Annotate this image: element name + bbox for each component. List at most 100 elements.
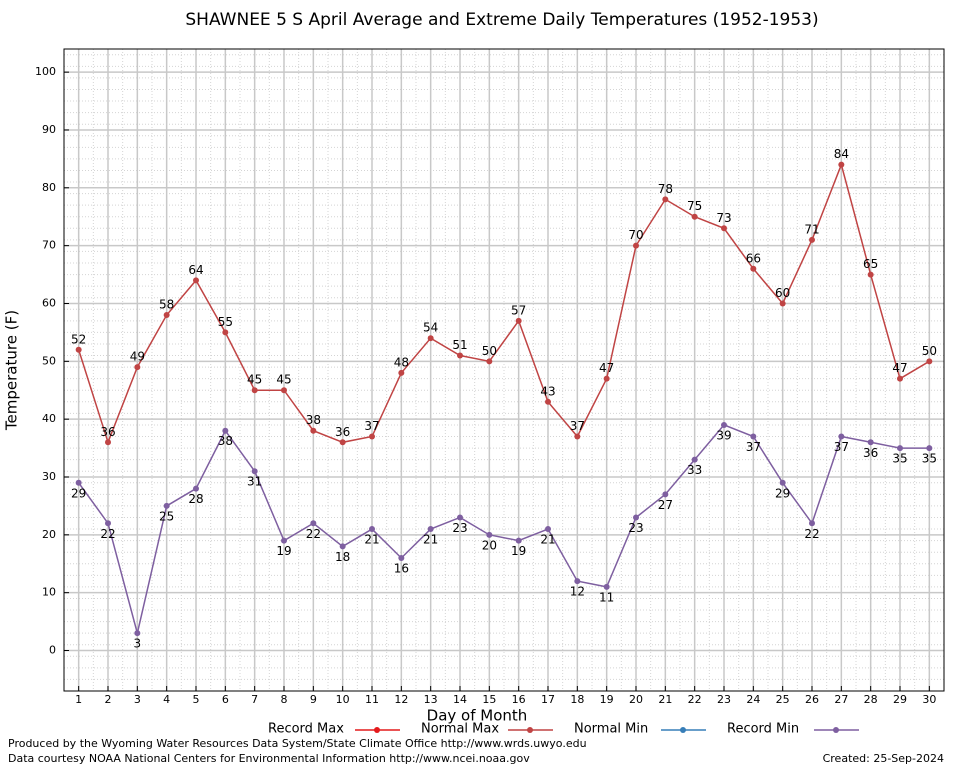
- x-tick-label: 25: [776, 693, 790, 706]
- plot-frame: [63, 48, 945, 692]
- point: [867, 439, 874, 446]
- data-label: 45: [247, 373, 262, 387]
- data-label: 47: [892, 361, 907, 375]
- data-label: 55: [218, 315, 233, 329]
- data-label: 70: [628, 228, 643, 242]
- legend-label: Normal Min: [574, 722, 648, 737]
- point: [75, 346, 82, 353]
- x-tick-label: 18: [570, 693, 584, 706]
- created-date: Created: 25-Sep-2024: [823, 752, 944, 765]
- footer-line: Data courtesy NOAA National Centers for …: [8, 752, 530, 765]
- legend-label: Normal Max: [421, 722, 499, 737]
- point: [163, 312, 170, 319]
- point: [545, 526, 551, 533]
- point: [633, 242, 639, 249]
- point: [251, 468, 258, 475]
- data-label: 33: [687, 463, 702, 477]
- point: [369, 433, 375, 440]
- data-label: 37: [834, 440, 849, 454]
- data-label: 35: [922, 452, 937, 466]
- data-label: 64: [188, 263, 203, 277]
- point: [809, 236, 815, 243]
- point: [105, 520, 111, 527]
- x-tick-label: 8: [281, 693, 288, 706]
- x-axis-label: Day of Month: [427, 707, 528, 725]
- point: [779, 300, 786, 307]
- point: [105, 439, 111, 446]
- data-label: 23: [628, 521, 643, 535]
- point: [486, 358, 493, 365]
- data-label: 21: [540, 533, 555, 547]
- point: [281, 537, 287, 544]
- point: [750, 265, 757, 272]
- data-label: 11: [599, 590, 614, 604]
- x-tick-label: 23: [717, 693, 731, 706]
- point: [926, 358, 933, 365]
- data-label: 75: [687, 199, 702, 213]
- data-label: 12: [570, 585, 585, 599]
- x-tick-label: 14: [453, 693, 467, 706]
- data-label: 38: [306, 413, 321, 427]
- data-label: 22: [306, 527, 321, 541]
- data-label: 19: [276, 544, 291, 558]
- x-tick-label: 28: [864, 693, 878, 706]
- data-label: 3: [134, 637, 142, 651]
- data-label: 45: [276, 373, 291, 387]
- data-label: 29: [71, 486, 86, 500]
- data-label: 78: [658, 182, 673, 196]
- legend-marker: [374, 727, 380, 733]
- x-tick-label: 11: [365, 693, 379, 706]
- x-tick-label: 15: [482, 693, 496, 706]
- data-label: 49: [130, 350, 145, 364]
- point: [427, 526, 434, 533]
- point: [926, 445, 933, 452]
- data-label: 84: [834, 147, 849, 161]
- data-label: 27: [658, 498, 673, 512]
- point: [281, 387, 287, 394]
- data-label: 52: [71, 332, 86, 346]
- x-tick-label: 30: [922, 693, 936, 706]
- point: [515, 317, 522, 324]
- point: [134, 364, 141, 371]
- point: [515, 537, 522, 544]
- x-tick-label: 20: [629, 693, 643, 706]
- y-tick-label: 100: [35, 65, 56, 78]
- data-label: 73: [716, 211, 731, 225]
- point: [691, 456, 698, 463]
- point: [574, 433, 581, 440]
- x-tick-label: 6: [222, 693, 229, 706]
- point: [193, 485, 199, 492]
- point: [398, 554, 405, 561]
- x-tick-label: 17: [541, 693, 555, 706]
- data-label: 29: [775, 486, 790, 500]
- data-label: 16: [394, 561, 409, 575]
- x-tick-label: 7: [251, 693, 258, 706]
- data-label: 43: [540, 384, 555, 398]
- y-tick-label: 10: [42, 586, 56, 599]
- x-tick-label: 24: [746, 693, 760, 706]
- series-line: [77, 162, 930, 445]
- data-label: 47: [599, 361, 614, 375]
- point: [457, 514, 463, 521]
- data-label: 18: [335, 550, 350, 564]
- data-label: 65: [863, 257, 878, 271]
- y-tick-label: 40: [42, 412, 56, 425]
- point: [222, 427, 229, 434]
- x-tick-label: 12: [394, 693, 408, 706]
- point: [662, 196, 669, 203]
- data-label: 36: [863, 446, 878, 460]
- y-tick-label: 20: [42, 528, 56, 541]
- point: [339, 439, 346, 446]
- point: [603, 583, 610, 590]
- x-tick-label: 19: [600, 693, 614, 706]
- data-label: 31: [247, 475, 262, 489]
- x-tick-label: 29: [893, 693, 907, 706]
- data-label: 39: [716, 428, 731, 442]
- x-tick-label: 13: [424, 693, 438, 706]
- data-label: 36: [100, 425, 115, 439]
- legend-marker: [833, 727, 839, 733]
- data-label: 37: [570, 419, 585, 433]
- x-tick-label: 10: [336, 693, 350, 706]
- legend-label: Record Min: [727, 722, 799, 737]
